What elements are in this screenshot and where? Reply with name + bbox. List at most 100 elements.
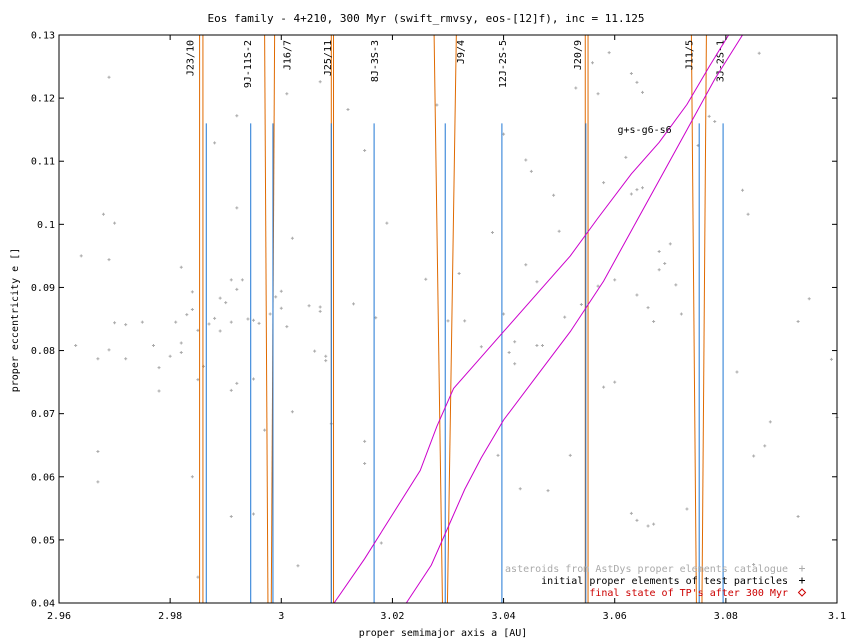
asteroid-point (285, 92, 289, 96)
asteroid-point (352, 302, 356, 306)
legend: asteroids from AstDys proper elements ca… (505, 564, 807, 599)
asteroid-point (685, 507, 689, 511)
asteroid-point (268, 312, 272, 316)
asteroid-point (502, 132, 506, 136)
asteroid-point (796, 320, 800, 324)
asteroid-point (635, 518, 639, 522)
asteroid-point (229, 388, 233, 392)
resonance-label: J16/7 (282, 40, 293, 70)
asteroid-point (752, 563, 756, 567)
asteroid-point (229, 278, 233, 282)
asteroid-point (290, 410, 294, 414)
asteroid-point (735, 370, 739, 374)
asteroid-point (529, 169, 533, 173)
asteroid-point (290, 236, 294, 240)
asteroid-point (596, 92, 600, 96)
asteroid-point (635, 188, 639, 192)
resonance-label: J25/11 (323, 40, 334, 76)
asteroid-point (513, 362, 517, 366)
asteroid-point (646, 306, 650, 310)
x-tick-label: 3 (278, 611, 284, 622)
resonance-boundary-right (446, 34, 457, 604)
asteroid-point (796, 515, 800, 519)
legend-plus-marker (799, 565, 805, 572)
asteroid-point (552, 193, 556, 197)
x-tick-label: 3.08 (714, 611, 738, 622)
asteroid-point (574, 86, 578, 90)
asteroid-point (424, 277, 428, 281)
legend-label: asteroids from AstDys proper elements ca… (505, 564, 788, 575)
resonance-label: J20/9 (573, 40, 584, 70)
resonance-label: J11/5 (685, 40, 696, 70)
asteroid-point (190, 290, 194, 294)
x-tick-label: 3.02 (380, 611, 404, 622)
asteroid-point (629, 71, 633, 75)
secular-resonance-curve (333, 34, 730, 604)
resonance-boundary-left (690, 34, 697, 604)
asteroid-point (540, 344, 544, 348)
asteroid-point (513, 340, 517, 344)
asteroid-point (157, 389, 161, 393)
asteroid-point (674, 283, 678, 287)
asteroid-point (307, 304, 311, 308)
asteroid-point (624, 155, 628, 159)
asteroid-point (479, 345, 483, 349)
asteroid-point (379, 541, 383, 545)
asteroid-point (190, 308, 194, 312)
y-tick-label: 0.08 (31, 346, 55, 357)
asteroid-point (229, 320, 233, 324)
asteroid-point (446, 319, 450, 323)
asteroid-point (279, 306, 283, 310)
asteroid-point (218, 329, 222, 333)
asteroid-point (196, 575, 200, 579)
asteroid-point (535, 280, 539, 284)
legend-label: initial proper elements of test particle… (541, 576, 788, 587)
asteroid-point (518, 487, 522, 491)
asteroid-point (602, 385, 606, 389)
y-axis-label: proper eccentricity e [] (10, 248, 21, 393)
asteroid-point (213, 316, 217, 320)
asteroid-point (113, 221, 117, 225)
asteroid-point (318, 80, 322, 84)
asteroid-point (524, 263, 528, 267)
asteroid-point (246, 317, 250, 321)
asteroid-point (807, 297, 811, 301)
asteroid-point (179, 350, 183, 354)
asteroid-point (652, 320, 656, 324)
secular-resonance-label: g+s-g6-s6 (617, 125, 671, 136)
asteroid-point (318, 309, 322, 313)
asteroid-point (313, 349, 317, 353)
asteroid-point (235, 114, 239, 118)
asteroid-point (463, 319, 467, 323)
asteroid-point (240, 278, 244, 282)
resonance-boundary-left (264, 34, 269, 604)
asteroid-point (213, 141, 217, 145)
asteroid-point (546, 489, 550, 493)
asteroid-point (741, 188, 745, 192)
y-tick-label: 0.13 (31, 31, 55, 42)
asteroid-point (363, 439, 367, 443)
asteroid-point (179, 265, 183, 269)
asteroid-point (752, 454, 756, 458)
asteroid-point (185, 313, 189, 317)
asteroid-point (629, 192, 633, 196)
secular-resonance: g+s-g6-s6 (333, 34, 743, 604)
asteroid-point (435, 103, 439, 107)
asteroid-point (596, 284, 600, 288)
y-tick-label: 0.06 (31, 472, 55, 483)
resonance-label: 9J-11S-2 (243, 40, 254, 88)
asteroid-point (490, 231, 494, 235)
asteroid-point (563, 315, 567, 319)
asteroid-point (646, 524, 650, 528)
asteroid-point (224, 301, 228, 305)
asteroid-point (657, 268, 661, 272)
asteroid-point (557, 229, 561, 233)
chart-title: Eos family - 4+210, 300 Myr (swift_rmvsy… (207, 12, 644, 25)
asteroid-point (96, 480, 100, 484)
asteroid-point (668, 242, 672, 246)
asteroid-point (496, 453, 500, 457)
x-axis-label: proper semimajor axis a [AU] (359, 628, 528, 639)
resonance-label: J23/10 (186, 40, 197, 76)
asteroid-point (579, 302, 583, 306)
asteroid-point (363, 148, 367, 152)
